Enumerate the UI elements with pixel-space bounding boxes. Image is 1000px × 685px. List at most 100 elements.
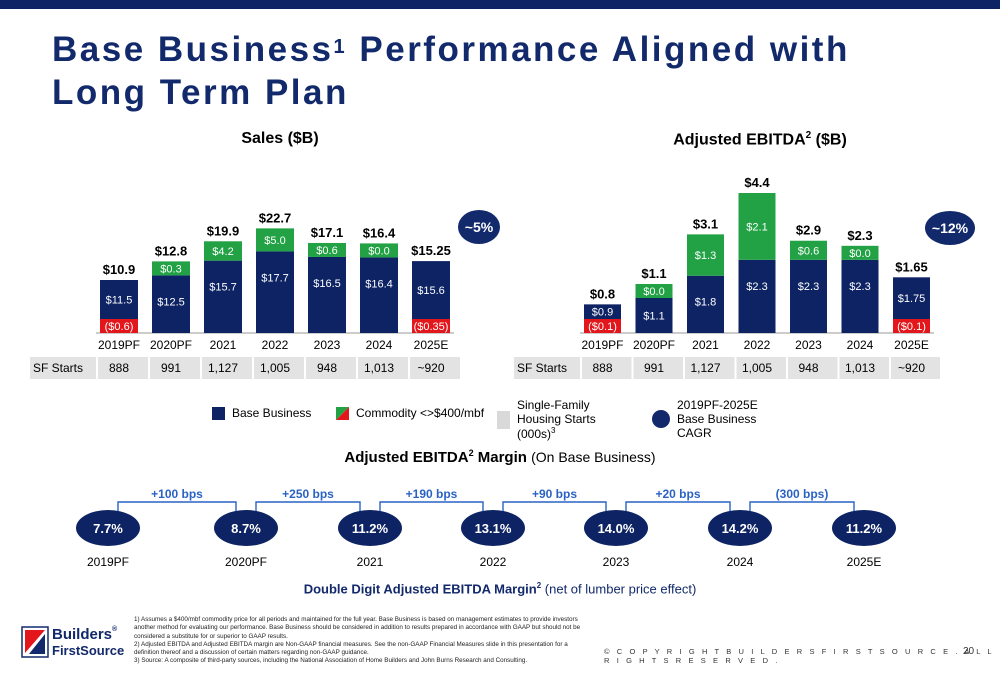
- cagr-value: ~5%: [465, 219, 494, 235]
- category-label: 2025E: [894, 338, 929, 352]
- sf-starts-value: 991: [644, 361, 664, 375]
- sf-starts-value: 1,127: [690, 361, 720, 375]
- commodity-label: ($0.1): [588, 321, 617, 333]
- total-label: $4.4: [744, 175, 770, 190]
- legend-cagr: 2019PF-2025E Base Business CAGR: [652, 398, 782, 440]
- bps-change-label: +90 bps: [531, 487, 578, 501]
- bps-change-label: +250 bps: [282, 487, 334, 501]
- commodity-bar: [360, 243, 398, 258]
- total-label: $22.7: [259, 210, 292, 225]
- bps-bracket: [502, 501, 607, 515]
- commodity-bar-negative: [100, 319, 138, 333]
- category-label: 2023: [795, 338, 822, 352]
- sf-starts-band: [30, 357, 460, 379]
- base-bar: [738, 259, 776, 333]
- category-label: 2021: [210, 338, 237, 352]
- commodity-label: $0.0: [368, 245, 389, 257]
- commodity-label: $0.0: [643, 286, 664, 298]
- total-label: $2.3: [847, 228, 872, 243]
- sf-starts-value: ~920: [417, 361, 444, 375]
- bps-bracket: [255, 501, 361, 515]
- commodity-bar: [152, 261, 190, 276]
- commodity-bar-negative: [412, 319, 450, 333]
- page-number: 20: [963, 646, 975, 657]
- commodity-bar: [841, 245, 879, 260]
- commodity-label: $1.3: [695, 250, 716, 262]
- legend-sf-starts: Single-Family Housing Starts (000s)3: [497, 398, 637, 441]
- legend-split-swatch: [336, 406, 349, 420]
- total-label: $12.8: [155, 243, 188, 258]
- cagr-badge: [458, 210, 500, 244]
- commodity-label: $0.6: [798, 245, 819, 257]
- sf-starts-label: SF Starts: [517, 361, 567, 375]
- commodity-label: $4.2: [212, 246, 233, 258]
- commodity-label: $5.0: [264, 235, 285, 247]
- base-bar: [360, 257, 398, 333]
- commodity-label: $0.3: [160, 263, 181, 275]
- base-bar: [841, 259, 879, 333]
- base-bar: [256, 251, 294, 333]
- base-label: $15.7: [209, 282, 237, 294]
- category-label: 2022: [262, 338, 289, 352]
- commodity-label: ($0.6): [105, 321, 134, 333]
- commodity-label: $0.6: [316, 245, 337, 257]
- commodity-bar: [738, 193, 776, 260]
- base-label: $1.8: [695, 297, 716, 309]
- total-label: $3.1: [693, 216, 718, 231]
- legend-base-business: Base Business: [212, 406, 311, 420]
- base-label: $16.5: [313, 278, 341, 290]
- footnote-1: 1) Assumes a $400/mbf commodity price fo…: [134, 616, 581, 640]
- category-label: 2025E: [414, 338, 449, 352]
- legend-label: Commodity <>$400/mbf: [356, 406, 485, 420]
- category-label: 2024: [366, 338, 393, 352]
- base-label: $1.1: [643, 311, 664, 323]
- base-label: $2.3: [746, 281, 767, 293]
- commodity-label: $2.1: [746, 221, 767, 233]
- category-label: 2024: [847, 338, 874, 352]
- base-label: $2.3: [798, 281, 819, 293]
- base-label: $0.9: [592, 307, 613, 319]
- total-label: $17.1: [311, 225, 344, 240]
- commodity-bar: [308, 242, 346, 257]
- commodity-label: $0.0: [849, 248, 870, 260]
- margin-pill: 11.2%: [832, 510, 896, 546]
- legend-commodity: Commodity <>$400/mbf: [336, 406, 484, 420]
- legend-label: 2019PF-2025E Base Business CAGR: [677, 398, 758, 440]
- sf-starts-value: 948: [317, 361, 337, 375]
- sf-starts-value: 948: [798, 361, 818, 375]
- legend-label: Single-Family Housing Starts (000s)3: [517, 398, 596, 441]
- footnote-2: 2) Adjusted EBITDA and Adjusted EBITDA m…: [134, 640, 568, 657]
- top-accent-bar: [0, 0, 1000, 9]
- page-title: Base Business1 Performance Aligned with …: [52, 30, 850, 112]
- margin-pill: 13.1%: [461, 510, 525, 546]
- base-label: $12.5: [157, 296, 185, 308]
- base-bar: [635, 298, 673, 333]
- total-label: $10.9: [103, 262, 136, 277]
- sf-starts-value: 1,013: [845, 361, 875, 375]
- legend-label: Base Business: [232, 406, 312, 420]
- base-label: $17.7: [261, 272, 289, 284]
- cagr-value: ~12%: [932, 220, 969, 236]
- margin-year: 2023: [602, 555, 630, 569]
- total-label: $1.65: [895, 259, 928, 274]
- total-label: $19.9: [207, 223, 240, 238]
- margin-pill: 14.2%: [708, 510, 772, 546]
- category-label: 2022: [744, 338, 771, 352]
- margin-pill: 7.7%: [76, 510, 140, 546]
- bps-change-label: +100 bps: [151, 487, 203, 501]
- legend-circle-swatch: [652, 410, 670, 428]
- total-label: $15.25: [411, 243, 451, 258]
- footnote-3: 3) Source: A composite of third-party so…: [134, 657, 528, 665]
- category-label: 2020PF: [633, 338, 675, 352]
- base-bar: [308, 256, 346, 333]
- sf-starts-value: 1,005: [260, 361, 290, 375]
- commodity-bar-negative: [893, 319, 930, 333]
- sf-starts-band: [514, 357, 940, 379]
- commodity-label: ($0.35): [414, 321, 449, 333]
- base-bar: [204, 260, 242, 333]
- company-logo: [21, 626, 49, 658]
- category-label: 2023: [314, 338, 341, 352]
- base-bar: [687, 275, 724, 333]
- total-label: $0.8: [590, 286, 615, 301]
- bps-bracket: [379, 501, 484, 515]
